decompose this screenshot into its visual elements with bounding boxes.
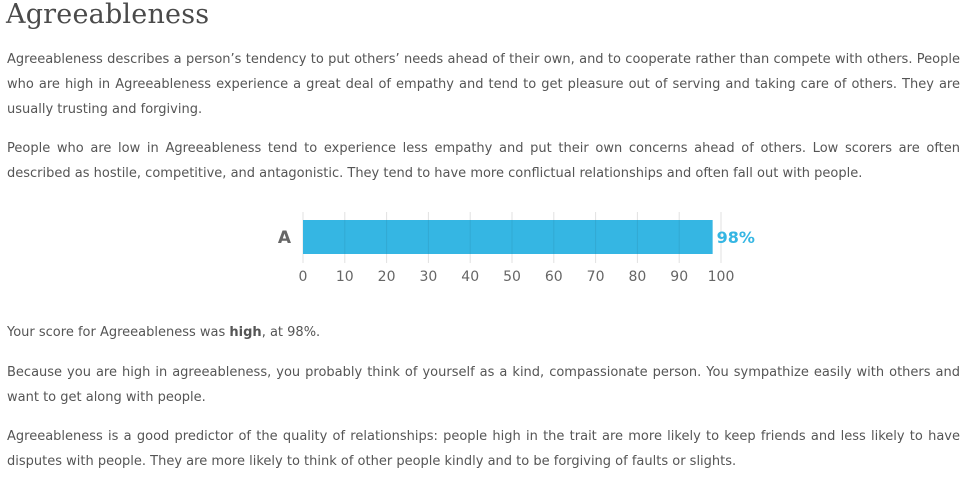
- x-tick-label: 100: [708, 269, 735, 285]
- score-bar-chart: A 98% 0 10 20 30 40 50 60 70 80 90 100: [278, 212, 755, 285]
- x-tick-label: 30: [419, 269, 437, 285]
- x-tick-label: 0: [299, 269, 308, 285]
- intro-paragraph-2: People who are low in Agreeableness tend…: [7, 141, 960, 181]
- x-tick-label: 50: [503, 269, 521, 285]
- score-suffix: , at 98%.: [261, 325, 321, 340]
- x-tick-label: 40: [461, 269, 479, 285]
- bar-A: [303, 220, 713, 254]
- x-tick-label: 80: [628, 269, 646, 285]
- intro-paragraph-1: Agreeableness describes a person’s tende…: [7, 52, 960, 117]
- x-tick-label: 20: [378, 269, 396, 285]
- value-label: 98%: [717, 228, 755, 247]
- chart-value-labels: 98%: [717, 228, 755, 247]
- chart-category-labels: A: [278, 228, 292, 248]
- score-level: high: [229, 325, 262, 340]
- x-tick-label: 70: [587, 269, 605, 285]
- category-label: A: [278, 228, 292, 248]
- x-tick-label: 60: [545, 269, 563, 285]
- score-prefix: Your score for Agreeableness was: [7, 325, 230, 340]
- detail-paragraph-2: Agreeableness is a good predictor of the…: [7, 429, 960, 469]
- x-tick-label: 10: [336, 269, 354, 285]
- chart-bars: [303, 220, 713, 254]
- detail-paragraph-1: Because you are high in agreeableness, y…: [7, 365, 960, 405]
- x-tick-label: 90: [670, 269, 688, 285]
- section-heading: Agreeableness: [6, 0, 210, 30]
- score-summary: Your score for Agreeableness was high, a…: [7, 320, 960, 345]
- chart-tick-labels: 0 10 20 30 40 50 60 70 80 90 100: [299, 269, 735, 285]
